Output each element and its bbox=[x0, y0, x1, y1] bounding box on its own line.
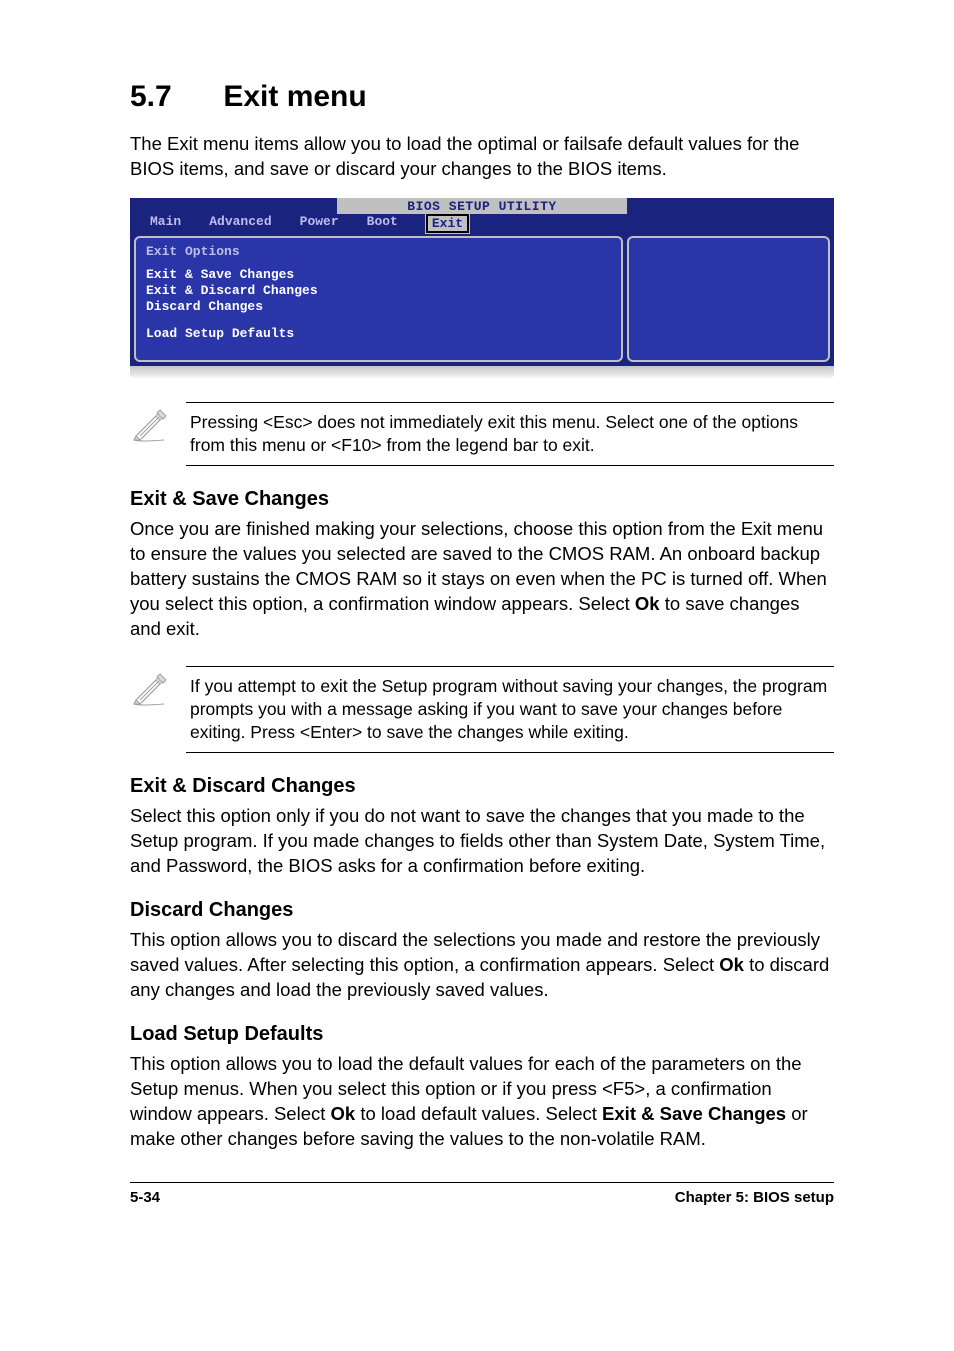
body-exit-save: Once you are finished making your select… bbox=[130, 517, 834, 642]
text: This option allows you to discard the se… bbox=[130, 929, 820, 975]
pencil-icon bbox=[130, 402, 186, 449]
footer-left: 5-34 bbox=[130, 1189, 160, 1206]
bios-item: Discard Changes bbox=[146, 299, 611, 314]
note-block: If you attempt to exit the Setup program… bbox=[130, 666, 834, 753]
pencil-icon bbox=[130, 666, 186, 713]
note-text: Pressing <Esc> does not immediately exit… bbox=[186, 402, 834, 466]
bios-tab-power: Power bbox=[300, 214, 339, 233]
heading-exit-save: Exit & Save Changes bbox=[130, 488, 834, 511]
footer-right: Chapter 5: BIOS setup bbox=[675, 1189, 834, 1206]
section-title-text: Exit menu bbox=[223, 80, 366, 113]
bold-text: Ok bbox=[635, 593, 660, 614]
bios-item: Load Setup Defaults bbox=[146, 326, 611, 341]
heading-exit-discard: Exit & Discard Changes bbox=[130, 775, 834, 798]
bios-tab-advanced: Advanced bbox=[209, 214, 271, 233]
bios-item: Exit & Save Changes bbox=[146, 267, 611, 282]
section-title: 5.7 Exit menu bbox=[130, 80, 834, 114]
section-number: 5.7 bbox=[130, 80, 215, 114]
bios-subtitle: Exit Options bbox=[146, 244, 611, 259]
shadow bbox=[130, 364, 834, 378]
bios-header: BIOS SETUP UTILITY bbox=[337, 198, 627, 214]
heading-load-defaults: Load Setup Defaults bbox=[130, 1023, 834, 1046]
bios-tab-main: Main bbox=[150, 214, 181, 233]
bios-right-panel bbox=[627, 236, 830, 362]
bold-text: Ok bbox=[331, 1103, 356, 1124]
bios-tab-row: Main Advanced Power Boot Exit bbox=[130, 214, 834, 236]
body-load-defaults: This option allows you to load the defau… bbox=[130, 1052, 834, 1152]
bios-tab-exit: Exit bbox=[426, 214, 469, 233]
page-footer: 5-34 Chapter 5: BIOS setup bbox=[130, 1182, 834, 1206]
heading-discard: Discard Changes bbox=[130, 899, 834, 922]
bios-tab-boot: Boot bbox=[367, 214, 398, 233]
note-text: If you attempt to exit the Setup program… bbox=[186, 666, 834, 753]
intro-paragraph: The Exit menu items allow you to load th… bbox=[130, 132, 834, 182]
bold-text: Ok bbox=[719, 954, 744, 975]
bios-left-panel: Exit Options Exit & Save Changes Exit & … bbox=[134, 236, 623, 362]
bios-box: BIOS SETUP UTILITY Main Advanced Power B… bbox=[130, 198, 834, 366]
text: to load default values. Select bbox=[355, 1103, 602, 1124]
body-exit-discard: Select this option only if you do not wa… bbox=[130, 804, 834, 879]
note-block: Pressing <Esc> does not immediately exit… bbox=[130, 402, 834, 466]
bios-item: Exit & Discard Changes bbox=[146, 283, 611, 298]
bold-text: Exit & Save Changes bbox=[602, 1103, 786, 1124]
body-discard: This option allows you to discard the se… bbox=[130, 928, 834, 1003]
